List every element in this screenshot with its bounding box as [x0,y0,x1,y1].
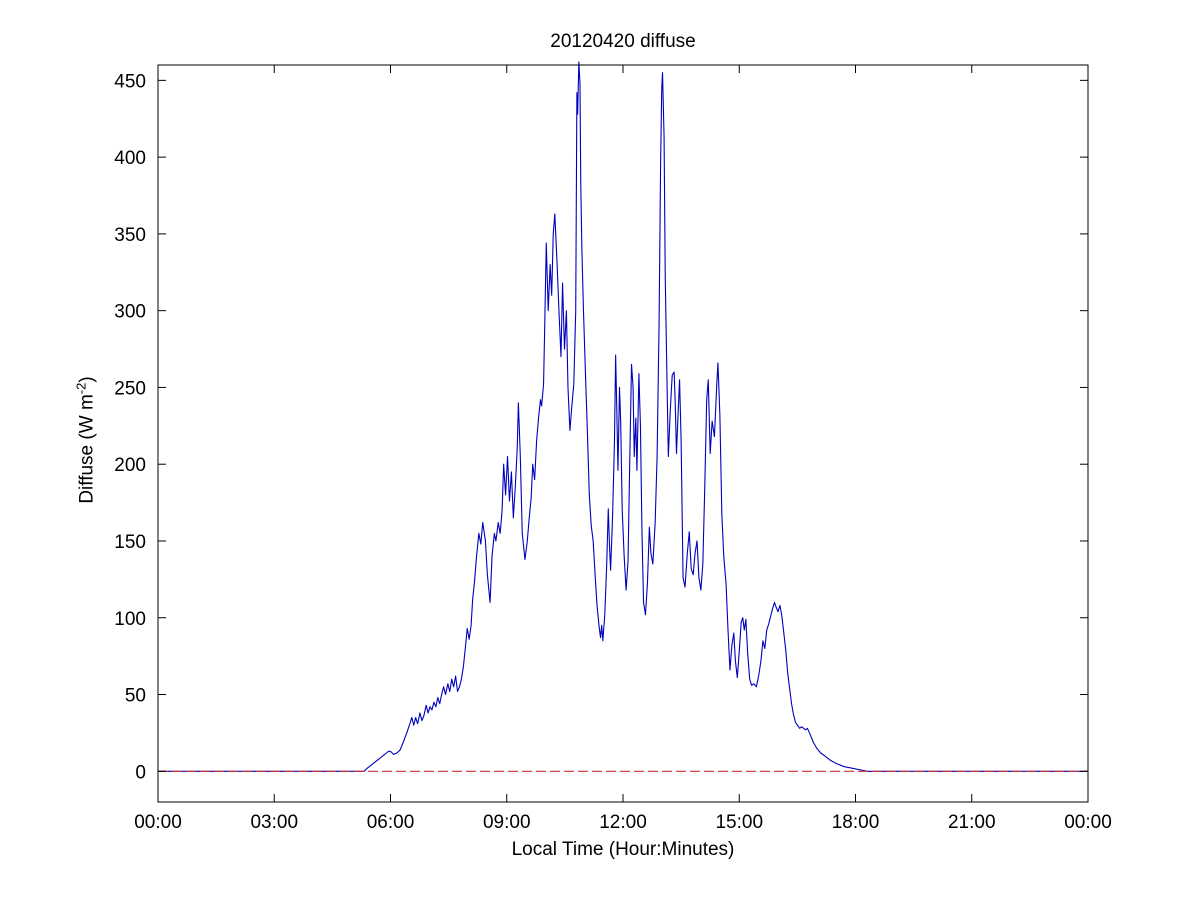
y-axis-label-close: ) [76,376,98,383]
y-tick-label: 100 [114,609,146,630]
x-axis-label: Local Time (Hour:Minutes) [511,839,735,860]
chart-title: 20120420 diffuse [550,31,696,52]
y-axis-label-superscript: -2 [73,382,89,395]
y-tick-label: 450 [114,71,146,92]
y-tick-label: 0 [135,762,146,783]
x-tick-label: 03:00 [250,812,298,833]
x-tick-label: 18:00 [832,812,880,833]
y-tick-label: 50 [125,686,146,707]
x-tick-label: 00:00 [1064,812,1112,833]
x-tick-label: 06:00 [367,812,415,833]
x-tick-label: 12:00 [599,812,647,833]
x-tick-label: 09:00 [483,812,531,833]
y-tick-label: 400 [114,148,146,169]
x-tick-label: 21:00 [948,812,996,833]
y-tick-label: 200 [114,455,146,476]
x-tick-label: 15:00 [715,812,763,833]
axes-box [157,64,1089,803]
y-axis-label-text: Diffuse (W m [76,394,98,504]
y-tick-label: 300 [114,302,146,323]
y-tick-label: 350 [114,225,146,246]
y-tick-label: 150 [114,532,146,553]
series-diffuse-irradiance [158,61,1088,772]
y-tick-label: 250 [114,378,146,399]
x-tick-label: 00:00 [134,812,182,833]
y-axis-label: Diffuse (W m-2) [73,376,98,503]
